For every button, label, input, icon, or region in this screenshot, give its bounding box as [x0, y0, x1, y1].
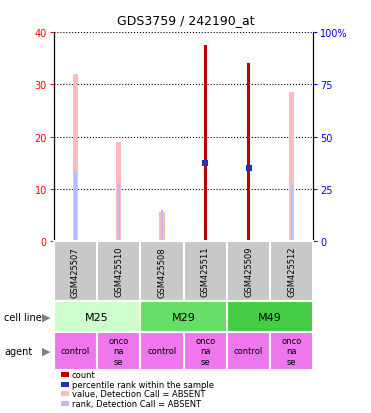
- Text: control: control: [61, 347, 90, 356]
- Bar: [97, 332, 140, 370]
- Text: M49: M49: [258, 312, 282, 322]
- Bar: [270, 332, 313, 370]
- Text: GSM425510: GSM425510: [114, 247, 123, 297]
- Bar: [290, 184, 293, 242]
- Bar: [116, 142, 121, 242]
- Text: M29: M29: [172, 312, 196, 322]
- Bar: [97, 242, 140, 301]
- Bar: [74, 171, 77, 242]
- Text: value, Detection Call = ABSENT: value, Detection Call = ABSENT: [72, 389, 205, 399]
- Text: onco
na
se: onco na se: [195, 336, 216, 366]
- Bar: [160, 213, 165, 242]
- Text: ▶: ▶: [42, 312, 50, 322]
- Text: GSM425508: GSM425508: [158, 246, 167, 297]
- Bar: [227, 332, 270, 370]
- Bar: [54, 301, 140, 332]
- Text: onco
na
se: onco na se: [109, 336, 129, 366]
- Bar: [204, 46, 207, 242]
- Text: control: control: [147, 347, 177, 356]
- Text: GSM425507: GSM425507: [71, 246, 80, 297]
- Bar: [73, 75, 78, 242]
- Text: percentile rank within the sample: percentile rank within the sample: [72, 380, 214, 389]
- Bar: [54, 242, 97, 301]
- Text: GDS3759 / 242190_at: GDS3759 / 242190_at: [117, 14, 254, 27]
- Bar: [140, 332, 184, 370]
- Bar: [54, 332, 97, 370]
- Text: rank, Detection Call = ABSENT: rank, Detection Call = ABSENT: [72, 399, 201, 408]
- Bar: [184, 332, 227, 370]
- Text: cell line: cell line: [4, 312, 42, 322]
- Bar: [289, 93, 295, 242]
- Text: GSM425512: GSM425512: [288, 247, 296, 297]
- Text: GSM425509: GSM425509: [244, 247, 253, 297]
- Bar: [161, 210, 163, 242]
- Bar: [117, 184, 120, 242]
- Text: M25: M25: [85, 312, 109, 322]
- Bar: [140, 242, 184, 301]
- Text: onco
na
se: onco na se: [282, 336, 302, 366]
- Bar: [247, 64, 250, 242]
- Bar: [270, 242, 313, 301]
- Text: GSM425511: GSM425511: [201, 247, 210, 297]
- Text: agent: agent: [4, 346, 33, 356]
- Bar: [184, 242, 227, 301]
- Bar: [227, 242, 270, 301]
- Bar: [227, 301, 313, 332]
- Text: ▶: ▶: [42, 346, 50, 356]
- Text: control: control: [234, 347, 263, 356]
- Bar: [140, 301, 227, 332]
- Text: count: count: [72, 370, 95, 380]
